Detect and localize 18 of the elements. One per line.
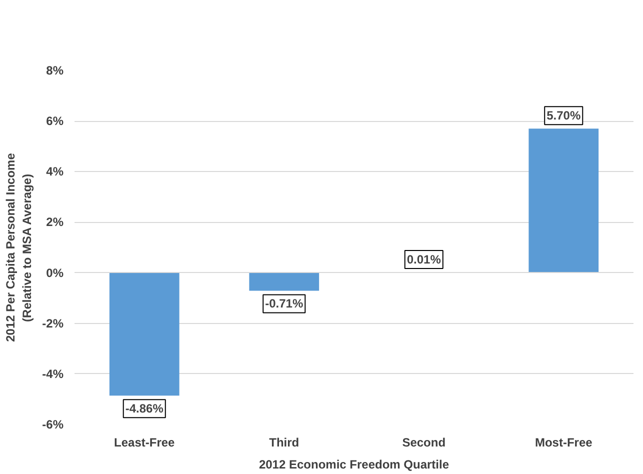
- data-label: -0.71%: [265, 296, 304, 311]
- y-tick-label: 4%: [46, 164, 64, 179]
- x-tick-label: Third: [269, 436, 300, 450]
- data-label: -4.86%: [125, 402, 164, 416]
- y-tick-label: -4%: [42, 366, 64, 381]
- x-axis-title: 2012 Economic Freedom Quartile: [258, 458, 450, 472]
- y-tick-label: 0%: [46, 266, 64, 280]
- y-tick-label: -2%: [42, 316, 64, 330]
- y-tick-label: 2%: [46, 215, 64, 230]
- y-axis-title: 2012 Per Capita Personal Income (Relative to MSA Average): [3, 152, 34, 342]
- y-tick-label: 8%: [46, 64, 64, 78]
- data-label: 5.70%: [546, 108, 581, 123]
- x-tick-label: Most-Free: [534, 436, 593, 450]
- x-tick-label: Second: [402, 436, 446, 450]
- x-tick-label: Least-Free: [114, 436, 176, 450]
- y-tick-label: 6%: [46, 114, 64, 128]
- y-tick-label: -6%: [42, 418, 64, 432]
- data-label: 0.01%: [406, 252, 442, 267]
